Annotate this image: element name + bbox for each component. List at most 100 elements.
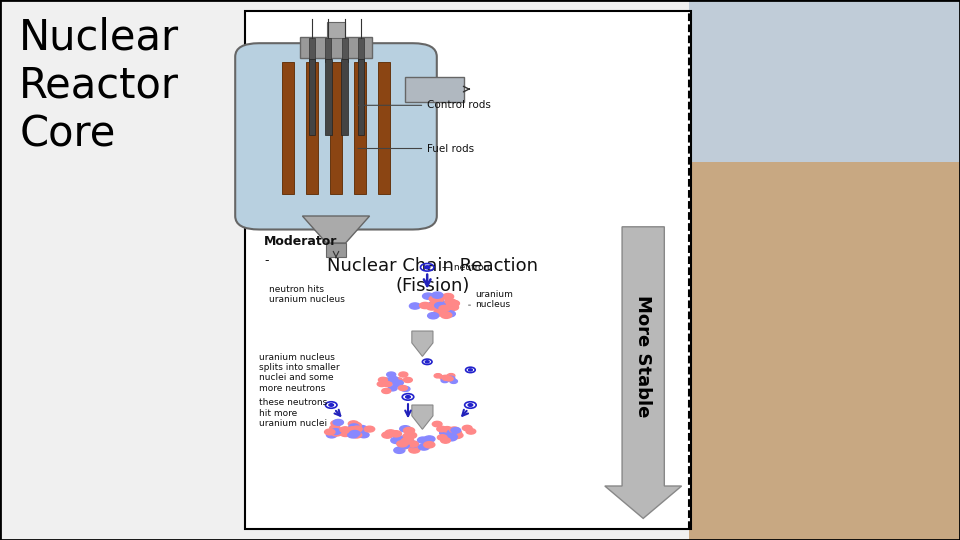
Circle shape xyxy=(396,441,408,447)
Circle shape xyxy=(399,426,411,432)
Circle shape xyxy=(418,437,428,443)
Circle shape xyxy=(330,425,340,431)
Bar xyxy=(327,22,345,38)
Circle shape xyxy=(409,303,420,309)
Circle shape xyxy=(441,312,452,319)
Circle shape xyxy=(391,380,400,384)
Circle shape xyxy=(405,432,417,438)
Circle shape xyxy=(329,404,333,406)
Circle shape xyxy=(385,430,396,436)
Circle shape xyxy=(468,369,472,371)
Circle shape xyxy=(447,430,457,435)
Circle shape xyxy=(394,382,402,387)
Circle shape xyxy=(399,442,410,449)
Circle shape xyxy=(432,292,443,298)
Circle shape xyxy=(348,424,359,430)
Circle shape xyxy=(445,376,453,381)
Circle shape xyxy=(383,382,392,387)
Circle shape xyxy=(441,438,450,443)
Circle shape xyxy=(440,430,449,436)
Circle shape xyxy=(437,426,446,431)
Circle shape xyxy=(463,426,472,431)
Text: uranium
nucleus: uranium nucleus xyxy=(475,290,513,309)
Circle shape xyxy=(443,376,450,380)
Circle shape xyxy=(428,301,440,308)
Circle shape xyxy=(440,376,447,380)
Text: uranium nucleus
splits into smaller
nuclei and some
more neutrons: uranium nucleus splits into smaller nucl… xyxy=(259,353,340,393)
Circle shape xyxy=(466,429,476,434)
Circle shape xyxy=(331,421,342,426)
Circle shape xyxy=(426,304,438,310)
Circle shape xyxy=(377,382,386,387)
Circle shape xyxy=(407,441,419,448)
Circle shape xyxy=(446,301,458,307)
Circle shape xyxy=(364,426,374,432)
Circle shape xyxy=(324,429,335,435)
Bar xyxy=(357,59,365,135)
FancyBboxPatch shape xyxy=(405,77,464,102)
Circle shape xyxy=(391,431,401,437)
Circle shape xyxy=(423,442,435,448)
Circle shape xyxy=(449,427,459,433)
Circle shape xyxy=(359,432,369,438)
Circle shape xyxy=(443,293,454,300)
Circle shape xyxy=(447,376,455,381)
Circle shape xyxy=(434,310,444,316)
Text: More Stable: More Stable xyxy=(635,295,652,417)
Circle shape xyxy=(403,377,412,382)
Circle shape xyxy=(401,438,412,444)
Circle shape xyxy=(331,430,342,436)
Circle shape xyxy=(447,435,457,441)
Bar xyxy=(282,62,294,194)
Circle shape xyxy=(334,429,345,435)
Circle shape xyxy=(438,435,447,440)
Text: -: - xyxy=(264,254,269,267)
Circle shape xyxy=(444,310,455,317)
Circle shape xyxy=(420,302,431,308)
Circle shape xyxy=(382,432,393,438)
Circle shape xyxy=(438,303,449,309)
Circle shape xyxy=(355,431,366,437)
Circle shape xyxy=(429,296,441,302)
Circle shape xyxy=(330,429,341,435)
Circle shape xyxy=(442,375,449,380)
Circle shape xyxy=(442,376,449,381)
Circle shape xyxy=(405,441,416,447)
Circle shape xyxy=(447,376,454,381)
Bar xyxy=(245,11,691,529)
Circle shape xyxy=(394,447,405,454)
Circle shape xyxy=(447,434,457,440)
Circle shape xyxy=(435,302,445,309)
Circle shape xyxy=(425,361,429,363)
Circle shape xyxy=(446,430,456,435)
Circle shape xyxy=(447,429,457,434)
Bar xyxy=(330,62,342,194)
Circle shape xyxy=(348,421,359,427)
Text: neutron hits
uranium nucleus: neutron hits uranium nucleus xyxy=(269,285,345,304)
Circle shape xyxy=(352,430,363,436)
Circle shape xyxy=(389,376,397,381)
Polygon shape xyxy=(302,216,370,243)
Circle shape xyxy=(398,386,407,390)
Circle shape xyxy=(422,293,434,299)
Circle shape xyxy=(428,302,440,308)
Polygon shape xyxy=(605,227,682,518)
Circle shape xyxy=(447,304,459,310)
Circle shape xyxy=(451,433,461,438)
Circle shape xyxy=(326,432,337,438)
Circle shape xyxy=(432,305,444,310)
Circle shape xyxy=(351,422,361,428)
Circle shape xyxy=(348,427,358,433)
Circle shape xyxy=(403,427,415,434)
Circle shape xyxy=(394,378,402,383)
Text: — neutron: — neutron xyxy=(442,263,489,272)
Circle shape xyxy=(436,307,446,313)
Circle shape xyxy=(402,437,414,443)
Circle shape xyxy=(349,430,360,436)
Circle shape xyxy=(453,433,463,438)
Circle shape xyxy=(443,427,452,432)
Polygon shape xyxy=(412,405,433,429)
Bar xyxy=(306,62,318,194)
Circle shape xyxy=(441,431,450,437)
Circle shape xyxy=(427,313,439,319)
